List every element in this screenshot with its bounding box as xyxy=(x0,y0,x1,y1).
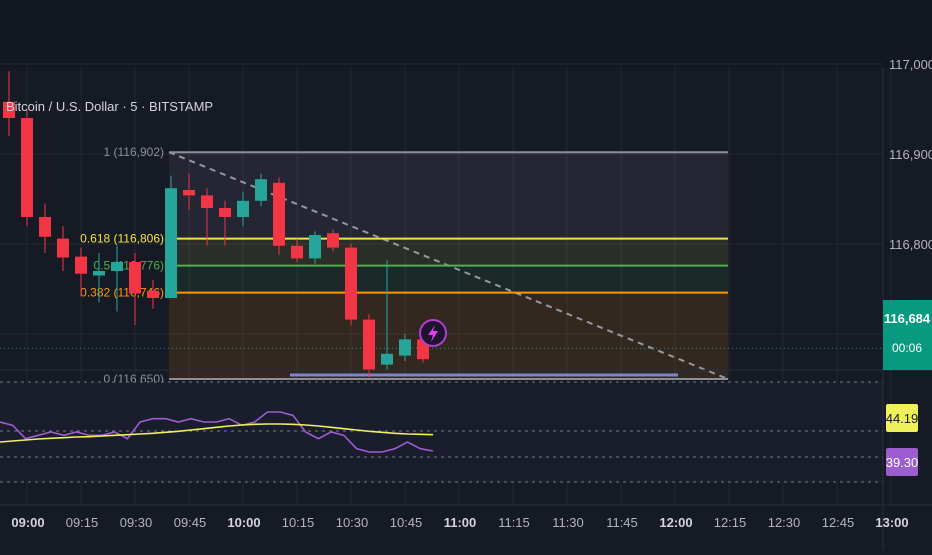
indicator-line-yellow xyxy=(0,423,434,443)
candle-body xyxy=(111,262,123,271)
time-axis-label: 13:00 xyxy=(875,515,908,530)
candle-body xyxy=(165,188,177,298)
indicator-value-purple-badge xyxy=(886,448,918,476)
candle-body xyxy=(3,101,15,118)
candle-body xyxy=(327,233,339,248)
time-axis: 09:00 09:15 09:30 09:45 10:00 10:15 10:30 10:45… xyxy=(0,504,932,530)
fib-zone-618-5 xyxy=(169,238,728,266)
candle-body xyxy=(219,208,231,217)
time-axis-label: 11:00 xyxy=(444,515,477,530)
candle-body xyxy=(291,245,303,259)
time-axis-label: 10:45 xyxy=(390,515,423,530)
time-axis-label: 10:30 xyxy=(336,515,369,530)
price-axis-label: 117,000 xyxy=(889,57,932,72)
time-axis-label: 09:30 xyxy=(120,515,153,530)
indicator-background xyxy=(0,382,883,482)
candle-body xyxy=(201,195,213,208)
time-axis-label: 12:30 xyxy=(768,515,801,530)
candle-body xyxy=(255,179,267,201)
candle-body xyxy=(57,238,69,258)
current-price-badge xyxy=(883,300,932,370)
candle-body xyxy=(237,200,249,217)
time-axis-label: 11:45 xyxy=(606,515,638,530)
countdown-label: 00:06 xyxy=(892,341,922,355)
candle-body xyxy=(75,256,87,274)
candle-body xyxy=(147,290,159,298)
candle-body xyxy=(39,217,51,237)
candle-body xyxy=(345,247,357,320)
candle-body xyxy=(93,271,105,276)
fib-level-label: 1 (116,902) xyxy=(104,145,165,159)
fib-level-label: 0.618 (116,806) xyxy=(80,232,164,246)
candle-body xyxy=(21,118,33,217)
candle-body xyxy=(129,262,141,294)
candle-body xyxy=(309,235,321,259)
candle-body xyxy=(273,182,285,246)
time-axis-label: 11:15 xyxy=(498,515,530,530)
top-toolbar xyxy=(0,0,932,68)
fib-zone-5-382 xyxy=(169,265,728,293)
time-axis-label: 11:30 xyxy=(552,515,584,530)
candle-body xyxy=(399,339,411,356)
indicator-value-purple: 39.30 xyxy=(886,455,919,470)
time-axis-label: 12:00 xyxy=(659,515,692,530)
indicator-pane xyxy=(0,369,932,483)
indicator-value-yellow: 44.19 xyxy=(886,411,919,426)
time-axis-label: 12:15 xyxy=(714,515,747,530)
indicator-line-purple xyxy=(0,411,434,453)
fib-zone-bottom xyxy=(169,292,728,379)
time-axis-label: 10:00 xyxy=(227,515,260,530)
indicator-value-yellow-badge xyxy=(886,404,918,432)
time-axis-label: 12:45 xyxy=(822,515,855,530)
symbol-title[interactable]: Bitcoin / U.S. Dollar · 5 · BITSTAMP xyxy=(6,99,213,114)
fib-level-label: 0.5 (116,776) xyxy=(94,259,165,273)
price-axis-label: 116,900 xyxy=(889,147,932,162)
time-axis-label: 09:45 xyxy=(174,515,207,530)
candle-body xyxy=(363,319,375,370)
alert-bolt-icon[interactable] xyxy=(419,319,447,347)
candle-body xyxy=(381,353,393,365)
price-axis-label: 116,800 xyxy=(889,237,932,252)
current-price-label: 116,684 xyxy=(884,311,931,326)
time-axis-label: 09:00 xyxy=(11,515,44,530)
time-axis-label: 09:15 xyxy=(66,515,99,530)
time-axis-label: 10:15 xyxy=(282,515,315,530)
fib-level-label: 0.382 (116,746) xyxy=(80,286,164,300)
candle-body xyxy=(183,190,195,196)
fib-zone-top xyxy=(169,152,728,239)
